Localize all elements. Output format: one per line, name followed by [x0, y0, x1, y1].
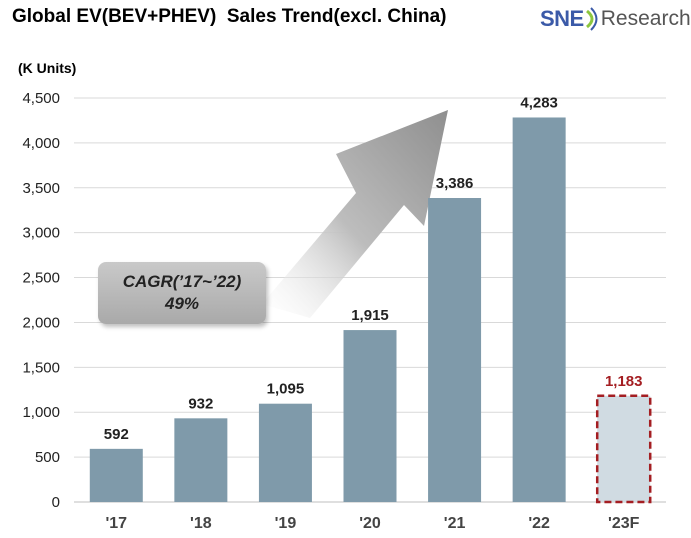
- data-label: 592: [104, 426, 129, 443]
- sne-research-logo: SNE Research: [540, 4, 691, 34]
- forecast-bar: [595, 394, 652, 504]
- data-label: 1,095: [267, 381, 305, 398]
- bar: [174, 418, 228, 502]
- y-tick-label: 2,500: [22, 270, 60, 287]
- x-tick-label: '21: [444, 515, 466, 532]
- y-tick-label: 1,500: [22, 359, 60, 376]
- y-tick-label: 2,000: [22, 314, 60, 331]
- x-tick-label: '20: [359, 515, 381, 532]
- bar: [512, 117, 566, 502]
- bar: [258, 403, 312, 502]
- y-tick-label: 4,500: [22, 90, 60, 107]
- forecast-data-label: 1,183: [605, 373, 643, 390]
- chart-title: Global EV(BEV+PHEV) Sales Trend(excl. Ch…: [12, 6, 447, 27]
- x-tick-label: '19: [275, 515, 297, 532]
- bars: [89, 117, 652, 504]
- data-label: 3,386: [436, 175, 474, 192]
- trend-arrow-icon: [262, 110, 448, 318]
- labels: 0 500 1,000 1,500 2,000 2,500 3,000 3,500 4,000 4…: [22, 90, 642, 532]
- data-label: 1,915: [351, 307, 389, 324]
- cagr-value: 49%: [164, 294, 200, 313]
- y-tick-label: 1,000: [22, 404, 60, 421]
- logo-research-text: Research: [600, 7, 691, 30]
- trend-arrow: [262, 110, 448, 318]
- cagr-label: CAGR(’17~’22): [122, 272, 242, 291]
- y-tick-label: 500: [35, 449, 60, 466]
- data-label: 4,283: [520, 94, 558, 111]
- bar: [89, 448, 143, 502]
- bar: [428, 198, 482, 502]
- bar: [343, 330, 397, 502]
- x-tick-label: '22: [528, 515, 550, 532]
- x-tick-label: '23F: [608, 515, 640, 532]
- data-label: 932: [188, 395, 213, 412]
- x-tick-label: '18: [190, 515, 212, 532]
- cagr-callout: CAGR(’17~’22) 49%: [98, 262, 266, 324]
- y-tick-label: 4,000: [22, 135, 60, 152]
- x-tick-label: '17: [105, 515, 127, 532]
- y-tick-label: 0: [52, 494, 60, 511]
- y-axis-unit-label: (K Units): [18, 60, 77, 76]
- y-tick-label: 3,000: [22, 225, 60, 242]
- y-tick-label: 3,500: [22, 180, 60, 197]
- signal-wave-icon: [585, 7, 598, 31]
- logo-sne-text: SNE: [540, 6, 584, 31]
